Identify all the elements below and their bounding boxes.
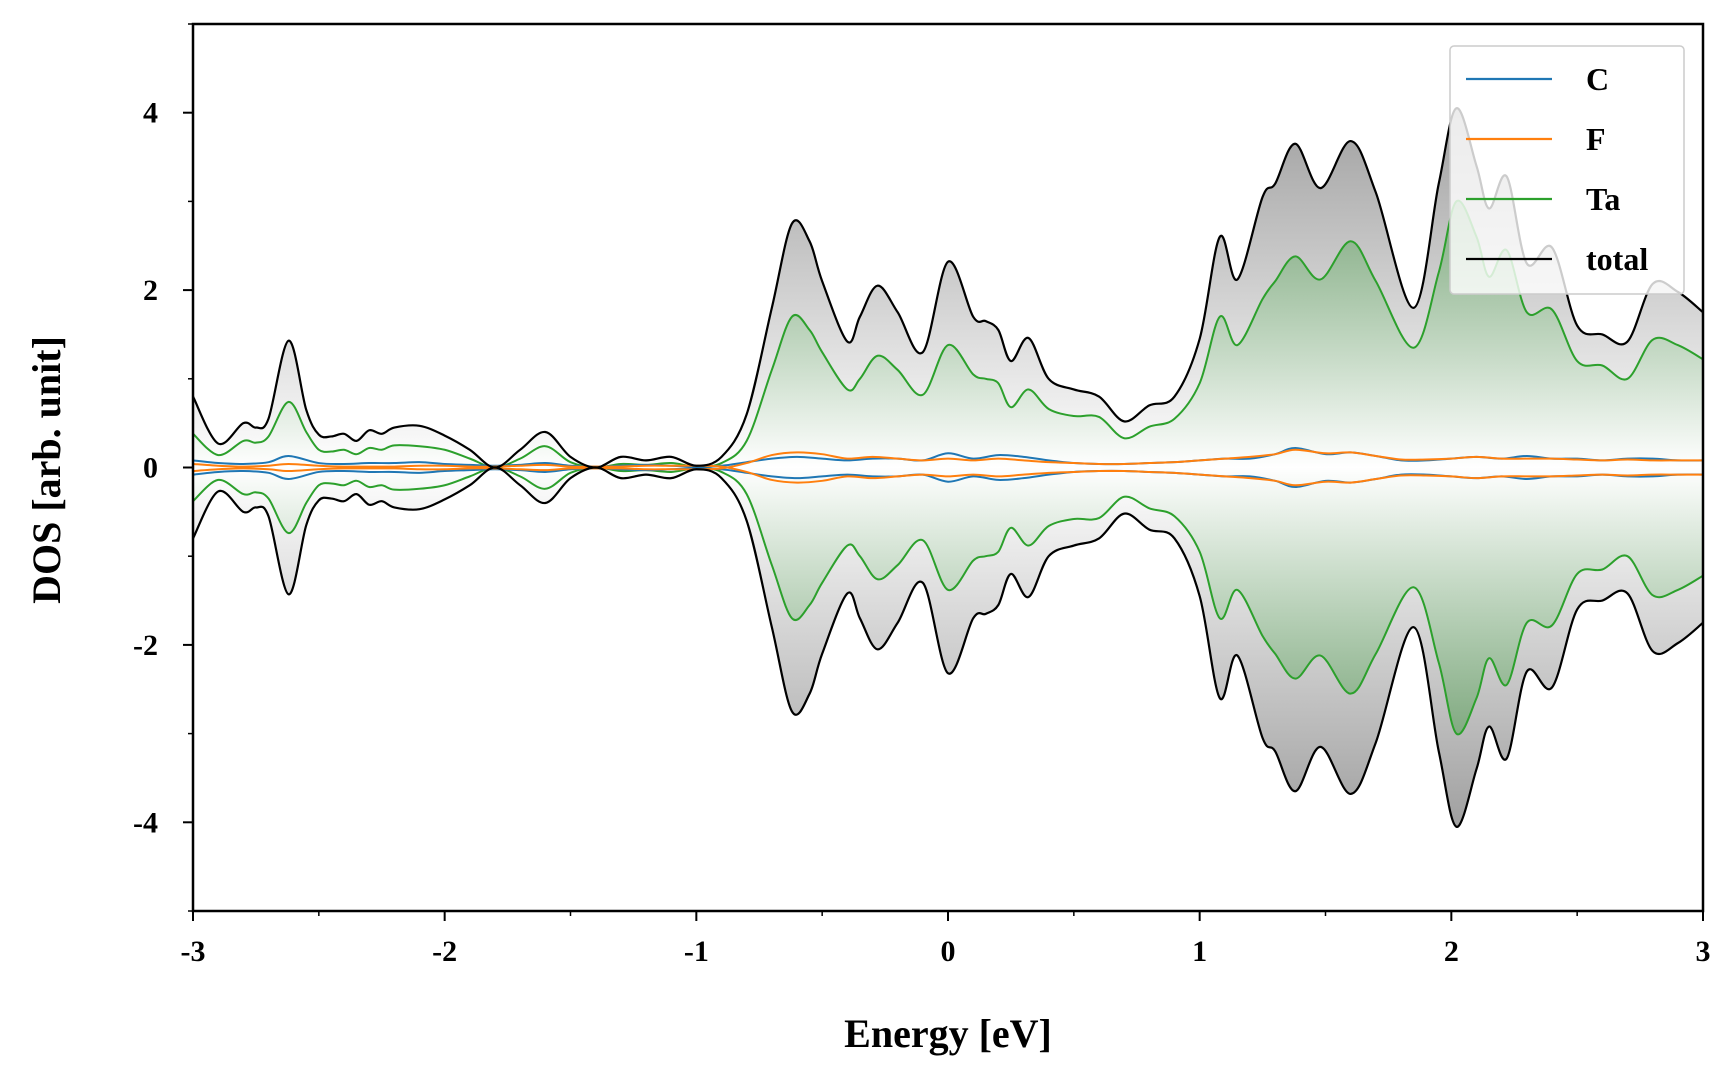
y-tick-label: 2 (143, 274, 158, 307)
f-line-up (193, 448, 1703, 473)
legend-label-f: F (1586, 121, 1606, 157)
ta-fill-up (193, 200, 1703, 468)
legend-label-total: total (1586, 241, 1648, 277)
y-tick-label: -4 (133, 806, 158, 839)
x-tick-label: -1 (684, 935, 709, 968)
x-axis-label: Energy [eV] (844, 1011, 1052, 1056)
x-tick-label: -3 (181, 935, 206, 968)
y-axis-label: DOS [arb. unit] (24, 336, 69, 604)
x-tick-label: -2 (432, 935, 457, 968)
x-tick-label: 3 (1696, 935, 1711, 968)
legend-box (1449, 45, 1685, 295)
ta-line-down (193, 466, 1703, 736)
axes: -3 -2 -1 0 1 2 3 -4 -2 0 2 4 (133, 22, 1711, 968)
total-line-down (193, 466, 1703, 828)
ta-line-up (193, 199, 1703, 469)
legend-label-ta: Ta (1586, 181, 1620, 217)
fill-areas (193, 108, 1703, 827)
y-tick-label: -2 (133, 629, 158, 662)
f-line-down (193, 462, 1703, 487)
x-tick-label: 2 (1444, 935, 1459, 968)
x-tick-label: 1 (1192, 935, 1207, 968)
y-tick-label: 4 (143, 97, 158, 130)
x-tick-label: 0 (941, 935, 956, 968)
total-line-up (193, 107, 1703, 469)
ta-fill-down (193, 467, 1703, 735)
legend-label-c: C (1586, 61, 1609, 97)
legend: CF Ta total (1449, 45, 1685, 295)
y-tick-label: 0 (143, 452, 158, 485)
series-lines (193, 107, 1703, 828)
